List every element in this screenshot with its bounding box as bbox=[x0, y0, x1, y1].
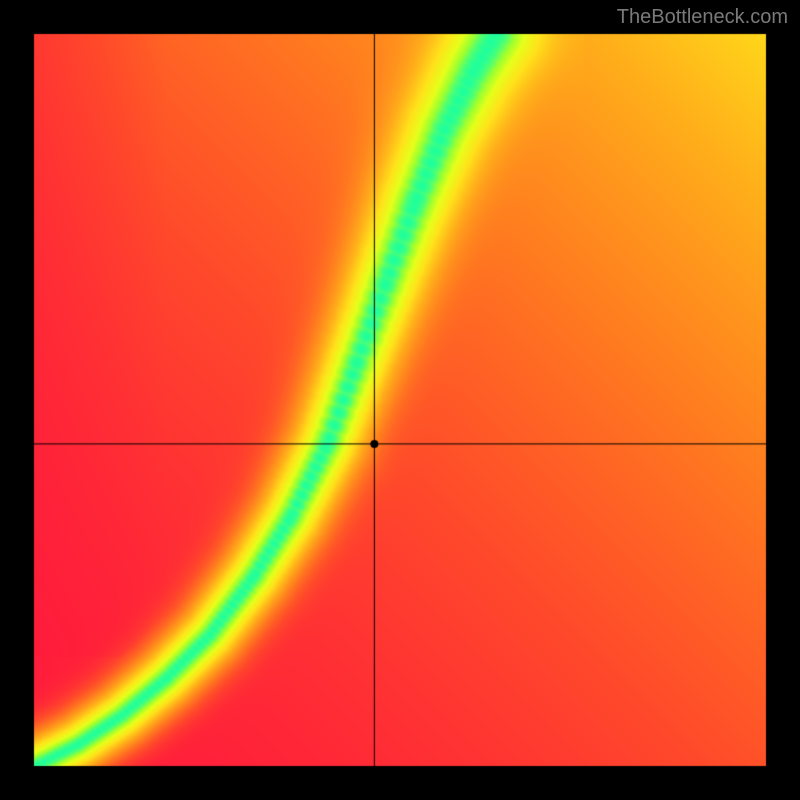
chart-container: TheBottleneck.com bbox=[0, 0, 800, 800]
watermark-label: TheBottleneck.com bbox=[617, 6, 788, 29]
heatmap-canvas bbox=[0, 0, 800, 800]
